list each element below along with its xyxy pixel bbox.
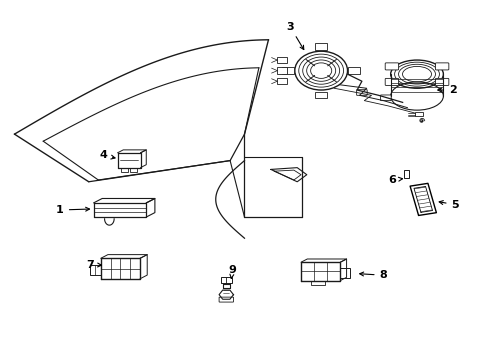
FancyBboxPatch shape — [356, 90, 366, 95]
FancyBboxPatch shape — [90, 265, 101, 275]
FancyBboxPatch shape — [121, 168, 128, 172]
FancyBboxPatch shape — [310, 280, 325, 285]
Text: 9: 9 — [228, 265, 236, 278]
Text: 5: 5 — [438, 200, 458, 210]
FancyBboxPatch shape — [340, 268, 349, 278]
FancyBboxPatch shape — [220, 277, 232, 283]
FancyBboxPatch shape — [219, 297, 233, 302]
FancyBboxPatch shape — [403, 171, 408, 178]
FancyBboxPatch shape — [347, 67, 360, 74]
Text: 4: 4 — [99, 150, 115, 160]
FancyBboxPatch shape — [282, 67, 294, 74]
FancyBboxPatch shape — [277, 57, 286, 63]
FancyBboxPatch shape — [130, 168, 137, 172]
Text: 8: 8 — [359, 270, 386, 280]
FancyBboxPatch shape — [414, 112, 423, 117]
Text: 2: 2 — [437, 85, 456, 95]
FancyBboxPatch shape — [314, 43, 327, 50]
FancyBboxPatch shape — [385, 78, 398, 85]
FancyBboxPatch shape — [277, 67, 286, 74]
Text: 7: 7 — [86, 260, 102, 270]
FancyBboxPatch shape — [314, 92, 327, 98]
FancyBboxPatch shape — [385, 63, 398, 70]
Text: 1: 1 — [56, 205, 89, 215]
Text: 3: 3 — [285, 22, 303, 50]
FancyBboxPatch shape — [434, 63, 448, 70]
FancyBboxPatch shape — [380, 95, 390, 100]
Text: 6: 6 — [387, 175, 402, 185]
FancyBboxPatch shape — [277, 78, 286, 84]
FancyBboxPatch shape — [434, 78, 448, 85]
